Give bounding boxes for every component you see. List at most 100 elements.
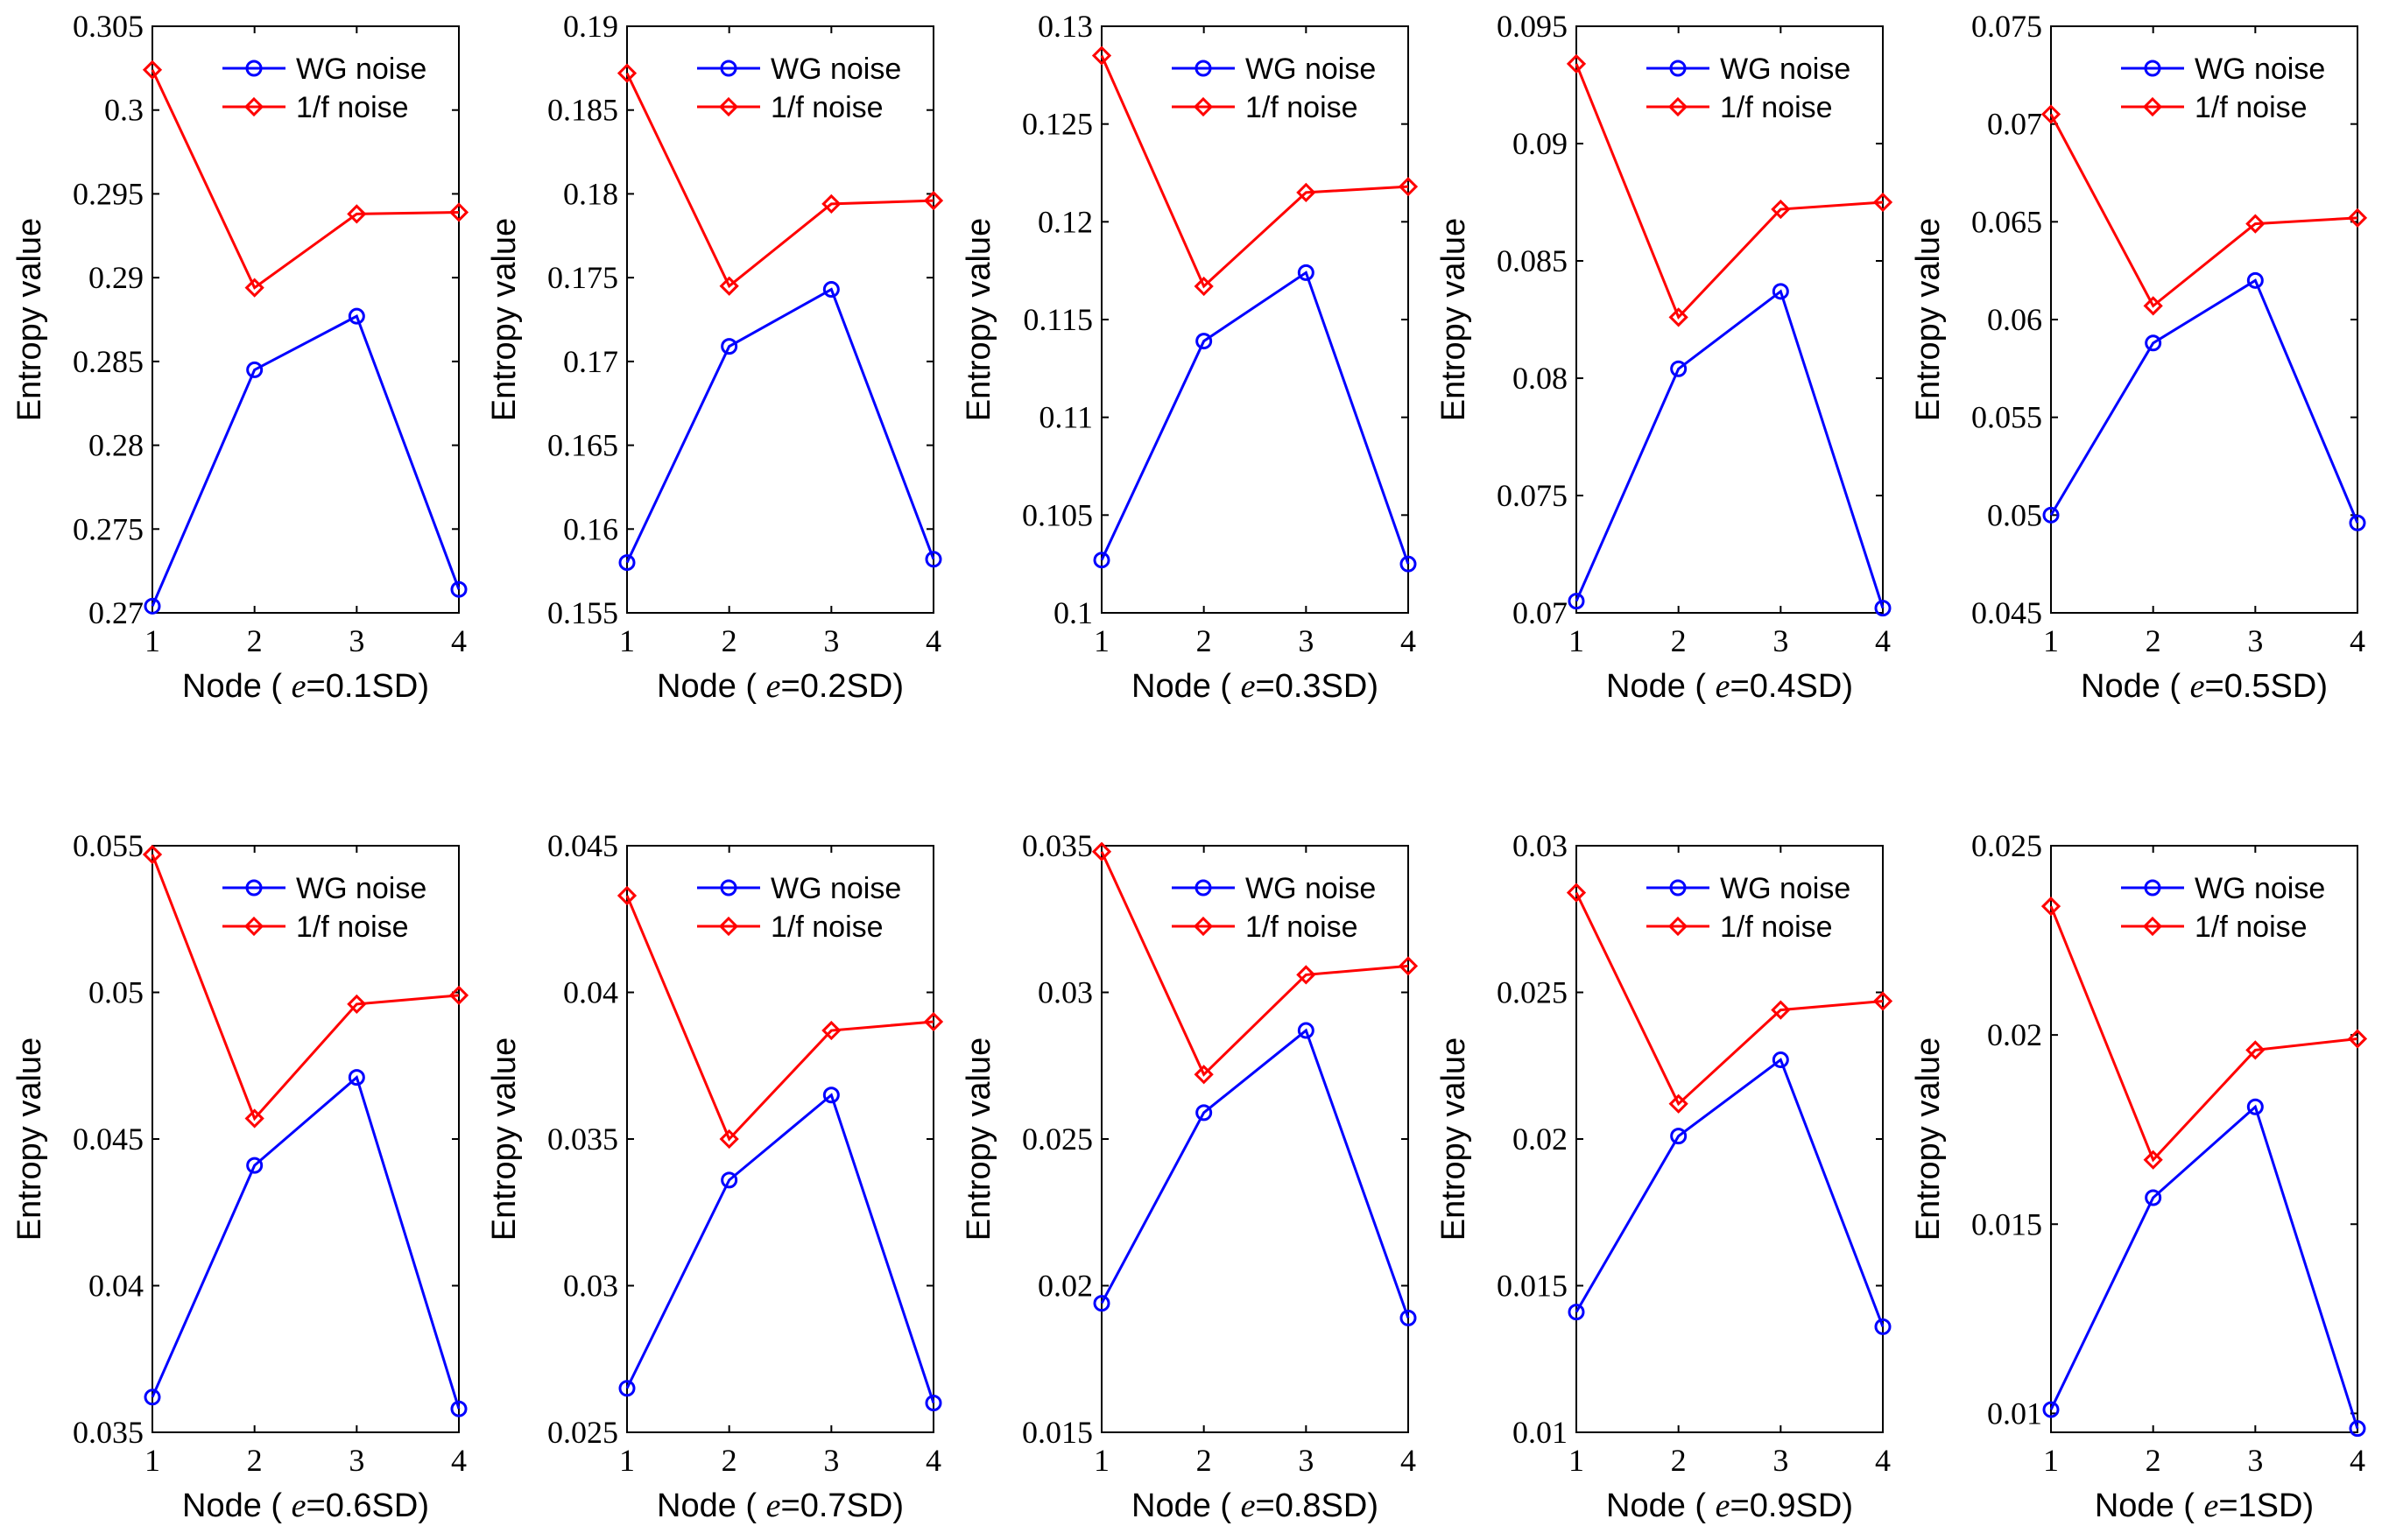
legend-entry-f: 1/f noise	[2121, 91, 2308, 124]
legend-entry-f: 1/f noise	[222, 91, 409, 124]
legend-entry-wg: WG noise	[222, 53, 426, 86]
y-axis-label: Entropy value	[1435, 1037, 1472, 1241]
legend-entry-wg: WG noise	[697, 872, 901, 905]
x-tick-label: 1	[2043, 623, 2059, 658]
y-tick-label: 0.07	[1987, 107, 2042, 142]
x-axis-label-suffix: =0.8SD)	[1256, 1487, 1378, 1524]
f-noise-point	[2040, 897, 2061, 917]
legend-entry-wg: WG noise	[1172, 53, 1376, 86]
x-axis-label-prefix: Node (	[1606, 1487, 1716, 1524]
legend-entry-f: 1/f noise	[1172, 91, 1358, 124]
wg-noise-point	[1772, 1051, 1789, 1069]
legend-label: 1/f noise	[771, 91, 884, 124]
wg-series-line	[1100, 1028, 1410, 1318]
wg-noise-point	[1399, 555, 1417, 573]
y-axis-label: Entropy value	[1910, 218, 1947, 421]
x-tick-label: 2	[247, 1443, 263, 1478]
wg-noise-point	[1093, 552, 1110, 569]
wg-noise-point	[2145, 1189, 2162, 1206]
x-axis-label-prefix: Node (	[2095, 1487, 2204, 1524]
f-noise-point	[1566, 53, 1587, 74]
f-noise-point	[923, 1011, 944, 1032]
legend-label: 1/f noise	[2195, 911, 2308, 944]
wg-series-line	[1575, 289, 1885, 609]
legend-marker	[718, 916, 739, 937]
legend-entry-f: 1/f noise	[1172, 911, 1358, 944]
x-tick-label: 4	[926, 1443, 941, 1478]
x-tick-label: 2	[1671, 623, 1687, 658]
x-axis-label-prefix: Node (	[657, 668, 766, 705]
y-tick-label: 0.05	[88, 975, 144, 1010]
wg-series-line	[625, 287, 935, 564]
y-axis-label: Entropy value	[11, 218, 48, 421]
y-tick-label: 0.025	[547, 1415, 618, 1450]
y-tick-label: 0.12	[1038, 204, 1093, 239]
subplot-8: 0.015 0.02 0.025 0.03 0.035 1 2 3 4 Node ( e=0.8S…	[961, 828, 1419, 1524]
wg-noise-point	[1297, 264, 1314, 281]
wg-noise-point	[822, 281, 840, 299]
wg-series-line	[2049, 278, 2359, 524]
f-series-line	[625, 72, 934, 289]
x-axis-label: Node ( e=0.7SD)	[657, 1487, 904, 1524]
legend-marker	[720, 60, 737, 77]
legend-marker	[718, 96, 739, 117]
legend-label: 1/f noise	[1245, 91, 1358, 124]
x-tick-label: 1	[619, 623, 635, 658]
legend-marker	[245, 879, 263, 897]
f-noise-point	[1771, 1000, 1791, 1020]
x-axis-label: Node ( e=0.1SD)	[182, 668, 429, 705]
x-axis-label-italic: e	[1716, 1487, 1730, 1524]
y-tick-label: 0.1	[1054, 595, 1093, 630]
subplot-2: 0.155 0.16 0.165 0.17 0.175 0.18 0.185 0.19 1 2 3 4…	[486, 9, 944, 705]
f-noise-point	[1296, 965, 1316, 985]
y-tick-label: 0.18	[563, 176, 618, 211]
x-axis-label: Node ( e=0.5SD)	[2081, 668, 2328, 705]
y-tick-label: 0.295	[73, 176, 144, 211]
x-tick-label: 4	[1875, 623, 1891, 658]
wg-noise-point	[1568, 1304, 1585, 1321]
legend-label: WG noise	[2195, 872, 2325, 905]
wg-noise-point	[1297, 1022, 1314, 1039]
f-noise-point	[1771, 199, 1791, 220]
x-axis-label-prefix: Node (	[2081, 668, 2190, 705]
legend-label: WG noise	[1245, 53, 1376, 86]
wg-noise-point	[1874, 1318, 1892, 1335]
wg-noise-point	[618, 554, 636, 572]
x-tick-label: 2	[2146, 1443, 2161, 1478]
y-tick-label: 0.01	[1987, 1396, 2042, 1431]
x-axis-label-italic: e	[1241, 1487, 1256, 1524]
y-tick-label: 0.075	[1497, 478, 1568, 513]
f-series-line	[2049, 905, 2358, 1163]
x-tick-label: 1	[1094, 623, 1110, 658]
y-tick-label: 0.035	[547, 1122, 618, 1157]
y-axis-label: Entropy value	[961, 218, 997, 421]
f-noise-point	[719, 1129, 739, 1150]
x-axis-label-italic: e	[292, 1487, 307, 1524]
wg-noise-point	[1772, 283, 1789, 300]
legend-marker	[1193, 96, 1214, 117]
legend-marker	[243, 96, 264, 117]
x-axis-label-suffix: =0.9SD)	[1730, 1487, 1853, 1524]
wg-series-line	[151, 314, 461, 607]
f-noise-point	[244, 1108, 264, 1129]
x-tick-label: 3	[2247, 623, 2263, 658]
legend-marker	[245, 60, 263, 77]
y-axis-label: Entropy value	[1910, 1037, 1947, 1241]
x-axis-label: Node ( e=0.4SD)	[1606, 668, 1853, 705]
wg-noise-point	[2042, 1401, 2060, 1418]
x-axis-label: Node ( e=0.3SD)	[1131, 668, 1378, 705]
f-series-line	[1100, 851, 1409, 1077]
wg-noise-point	[2246, 271, 2264, 289]
legend-entry-f: 1/f noise	[2121, 911, 2308, 944]
wg-noise-point	[618, 1380, 636, 1397]
x-tick-label: 3	[349, 623, 364, 658]
f-noise-point	[2143, 1150, 2163, 1170]
wg-noise-point	[721, 338, 738, 355]
x-tick-label: 1	[2043, 1443, 2059, 1478]
x-axis-label-italic: e	[766, 668, 781, 705]
y-tick-label: 0.165	[547, 428, 618, 463]
f-series-line	[151, 69, 460, 290]
y-tick-label: 0.055	[73, 828, 144, 863]
y-axis-label: Entropy value	[486, 1037, 523, 1241]
legend-entry-f: 1/f noise	[222, 911, 409, 944]
